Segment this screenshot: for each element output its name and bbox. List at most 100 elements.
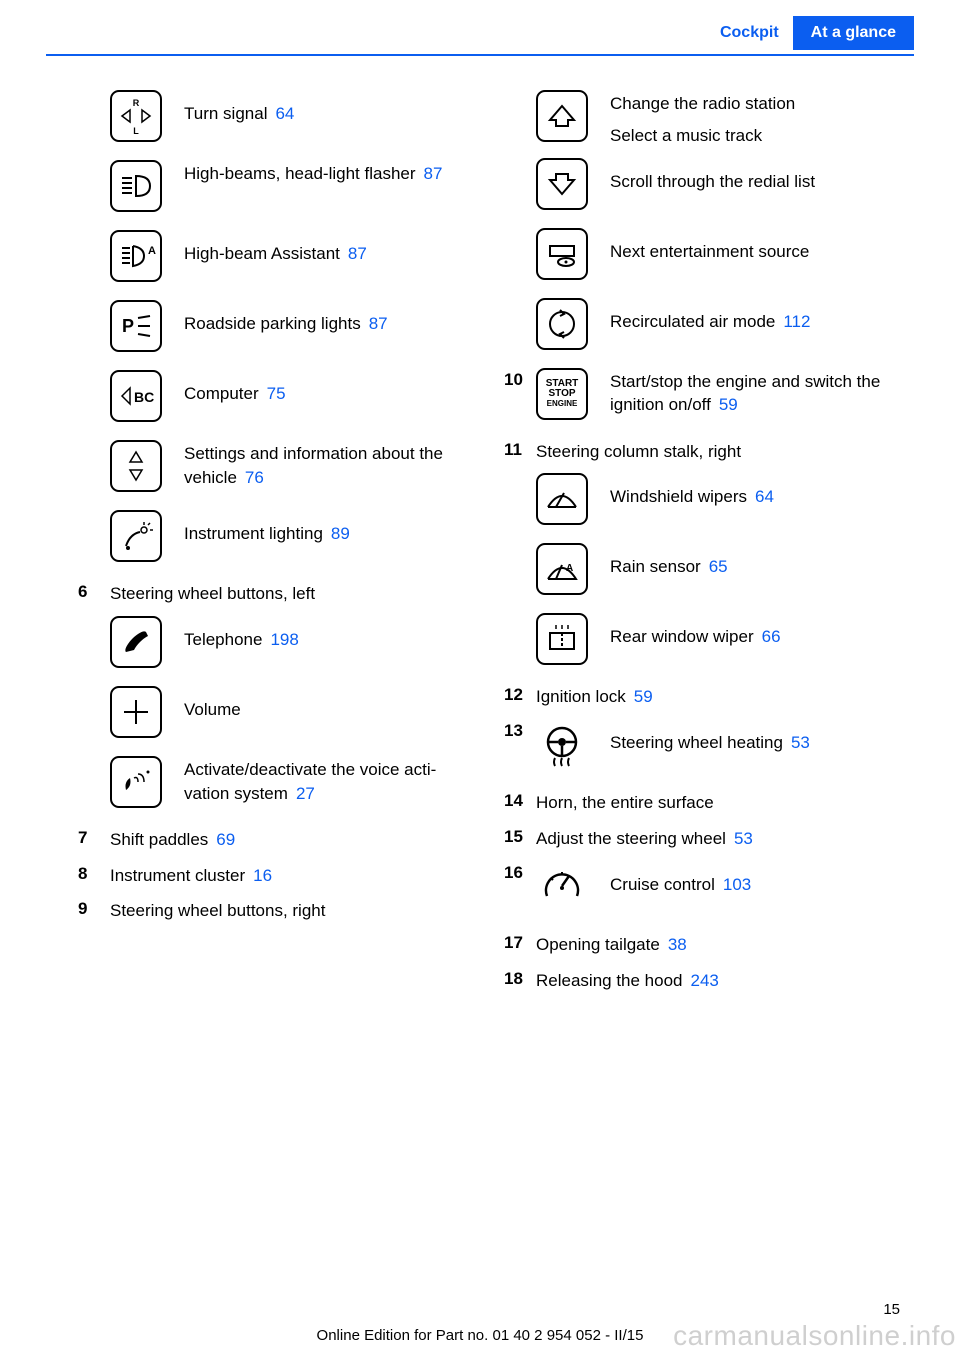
item-label: Ignition lock59 — [536, 683, 653, 709]
page-ref[interactable]: 66 — [762, 627, 781, 646]
page-ref[interactable]: 59 — [719, 395, 738, 414]
page-ref[interactable]: 198 — [270, 630, 298, 649]
page-header: Cockpit At a glance — [720, 16, 914, 50]
item-number: 7 — [78, 826, 110, 848]
list-item: P Roadside parking lights87 — [110, 300, 474, 352]
item-label: Rain sensor65 — [610, 543, 728, 579]
list-item: High-beams, head‐light flasher87 — [110, 160, 474, 212]
high-beam-assist-icon: A — [110, 230, 162, 282]
item-number: 18 — [504, 967, 536, 989]
list-item: Change the radio station Select a music … — [536, 90, 900, 148]
source-icon — [536, 228, 588, 280]
page-ref[interactable]: 65 — [709, 557, 728, 576]
item-label: Shift paddles69 — [110, 826, 235, 852]
page-ref[interactable]: 75 — [267, 384, 286, 403]
list-item: BC Computer75 — [110, 370, 474, 422]
recirculate-icon — [536, 298, 588, 350]
page-ref[interactable]: 76 — [245, 468, 264, 487]
item-label: Adjust the steering wheel53 — [536, 825, 753, 851]
item-label: Next entertainment source — [610, 228, 809, 264]
voice-icon — [110, 756, 162, 808]
list-item: Volume — [110, 686, 474, 738]
page-ref[interactable]: 53 — [734, 829, 753, 848]
list-item: 15 Adjust the steering wheel53 — [504, 825, 900, 851]
svg-text:BC: BC — [134, 389, 154, 405]
list-item: 10 STARTSTOPENGINE Start/stop the engine… — [504, 368, 900, 420]
item-label: Instrument lighting89 — [184, 510, 350, 546]
svg-text:P: P — [122, 316, 134, 336]
page-ref[interactable]: 64 — [275, 104, 294, 123]
heated-wheel-icon — [536, 719, 588, 771]
content-area: R L Turn signal64 High-beams, head‐light… — [78, 90, 900, 1002]
item-number: 8 — [78, 862, 110, 884]
item-label: Rear window wiper66 — [610, 613, 781, 649]
list-item: Instrument lighting89 — [110, 510, 474, 562]
footer-edition: Online Edition for Part no. 01 40 2 954 … — [0, 1327, 960, 1344]
page-ref[interactable]: 103 — [723, 875, 751, 894]
list-item: 11 Steering column stalk, right — [504, 438, 900, 464]
page-ref[interactable]: 27 — [296, 784, 315, 803]
page-ref[interactable]: 53 — [791, 733, 810, 752]
page-ref[interactable]: 69 — [216, 830, 235, 849]
list-item: Next entertainment source — [536, 228, 900, 280]
page-ref[interactable]: 16 — [253, 866, 272, 885]
item-label: Cruise control103 — [610, 861, 751, 897]
list-item: Telephone198 — [110, 616, 474, 668]
list-item: 7 Shift paddles69 — [78, 826, 474, 852]
list-item: Activate/deactivate the voice acti‐vatio… — [110, 756, 474, 808]
up-arrow-icon — [536, 90, 588, 142]
settings-updown-icon — [110, 440, 162, 492]
item-label: Telephone198 — [184, 616, 299, 652]
page-ref[interactable]: 243 — [691, 971, 719, 990]
item-label: High-beam Assistant87 — [184, 230, 367, 266]
page-ref[interactable]: 112 — [783, 312, 810, 331]
item-number: 14 — [504, 789, 536, 811]
item-label: Steering wheel buttons, right — [110, 897, 325, 923]
item-label: Start/stop the engine and switch the ign… — [610, 368, 900, 418]
list-item: 12 Ignition lock59 — [504, 683, 900, 709]
item-label: Settings and information about the vehic… — [184, 440, 474, 490]
item-label: Change the radio station Select a music … — [610, 90, 795, 148]
computer-icon: BC — [110, 370, 162, 422]
page-ref[interactable]: 87 — [348, 244, 367, 263]
svg-text:L: L — [133, 126, 139, 136]
item-label: Scroll through the redial list — [610, 158, 815, 194]
left-column: R L Turn signal64 High-beams, head‐light… — [78, 90, 474, 1002]
list-item: 6 Steering wheel buttons, left — [78, 580, 474, 606]
start-stop-icon: STARTSTOPENGINE — [536, 368, 588, 420]
list-item: Scroll through the redial list — [536, 158, 900, 210]
volume-icon — [110, 686, 162, 738]
item-number: 6 — [78, 580, 110, 602]
page-ref[interactable]: 87 — [369, 314, 388, 333]
rear-wiper-icon — [536, 613, 588, 665]
phone-icon — [110, 616, 162, 668]
list-item: 16 Cruise control103 — [504, 861, 900, 913]
high-beam-icon — [110, 160, 162, 212]
svg-text:R: R — [133, 98, 140, 108]
list-item: A High-beam Assistant87 — [110, 230, 474, 282]
turn-signal-icon: R L — [110, 90, 162, 142]
page-ref[interactable]: 87 — [424, 164, 443, 183]
rain-sensor-icon: A — [536, 543, 588, 595]
list-item: Rear window wiper66 — [536, 613, 900, 665]
item-label: High-beams, head‐light flasher87 — [184, 160, 442, 186]
page-ref[interactable]: 59 — [634, 687, 653, 706]
list-item: 14 Horn, the entire surface — [504, 789, 900, 815]
list-item: 18 Releasing the hood243 — [504, 967, 900, 993]
list-item: 13 Steering wheel heating53 — [504, 719, 900, 771]
item-label: Opening tailgate38 — [536, 931, 687, 957]
wiper-icon — [536, 473, 588, 525]
list-item: A Rain sensor65 — [536, 543, 900, 595]
item-label: Activate/deactivate the voice acti‐vatio… — [184, 756, 474, 806]
page-ref[interactable]: 64 — [755, 487, 774, 506]
header-divider — [46, 54, 914, 56]
item-label: Volume — [184, 686, 241, 722]
page-ref[interactable]: 89 — [331, 524, 350, 543]
item-label: Windshield wipers64 — [610, 473, 774, 509]
item-label: Computer75 — [184, 370, 286, 406]
item-label: Releasing the hood243 — [536, 967, 719, 993]
item-number: 16 — [504, 861, 536, 883]
page-ref[interactable]: 38 — [668, 935, 687, 954]
header-section: Cockpit — [720, 24, 779, 42]
svg-text:A: A — [566, 563, 573, 574]
